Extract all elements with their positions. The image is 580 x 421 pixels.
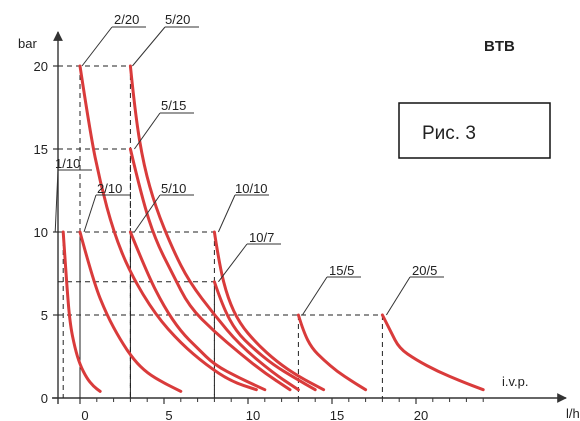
guide-lines <box>58 65 383 398</box>
curve-label: 10/7 <box>249 230 274 245</box>
curve-2-10 <box>78 230 183 393</box>
x-tick-label: 20 <box>414 408 428 421</box>
x-tick-label: 5 <box>165 408 172 421</box>
curve-label: 15/5 <box>329 263 354 278</box>
y-tick-label: 15 <box>34 142 48 157</box>
label-leader <box>54 169 59 233</box>
curve-labels: 1/10 2/10 2/20 5/10 5/15 5/20 10/7 10/10 15/5 20/… <box>54 12 444 316</box>
x-axis-note: i.v.p. <box>502 374 529 389</box>
curve-5-10 <box>128 230 267 392</box>
label-leader <box>301 276 328 316</box>
curve-2-20 <box>78 64 258 392</box>
y-axis-label: bar <box>18 36 37 51</box>
y-tick-label: 0 <box>41 391 48 406</box>
label-leader <box>133 194 161 233</box>
curve-15-5 <box>296 313 368 392</box>
curve-label: 2/20 <box>114 12 139 27</box>
label-leader <box>133 112 161 150</box>
x-tick-label: 15 <box>330 408 344 421</box>
curve-label: 20/5 <box>412 263 437 278</box>
curve-10-10 <box>212 230 326 392</box>
curve-5-15 <box>128 147 292 392</box>
curve-label: 5/15 <box>161 98 186 113</box>
y-tick-label: 20 <box>34 59 48 74</box>
curve-label: 2/10 <box>97 181 122 196</box>
curve-10-7 <box>212 280 317 392</box>
curve-label: 5/20 <box>165 12 190 27</box>
y-tick-label: 5 <box>41 308 48 323</box>
chart-title: BTB <box>484 38 515 55</box>
figure-label-box <box>398 102 551 159</box>
label-leader <box>81 26 113 67</box>
label-leader <box>217 194 236 233</box>
label-leader <box>385 276 411 316</box>
label-leader <box>83 194 97 233</box>
curve-1-10 <box>61 230 102 393</box>
curve-label: 10/10 <box>235 181 268 196</box>
curve-20-5 <box>380 313 485 392</box>
curve-label: 1/10 <box>55 156 80 171</box>
curve-label: 5/10 <box>161 181 186 196</box>
y-tick-label: 10 <box>34 225 48 240</box>
x-tick-label: 0 <box>81 408 88 421</box>
x-tick-label: 10 <box>246 408 260 421</box>
curve-5-20 <box>128 64 300 392</box>
label-leader <box>218 243 248 283</box>
axes: 0 5 10 15 20 0 5 10 15 20 bar l/h i.v.p. <box>18 31 580 421</box>
x-axis-label: l/h <box>566 406 580 421</box>
label-leader <box>132 26 166 67</box>
figure-label: Рис. 3 <box>422 123 476 144</box>
curves <box>61 64 485 393</box>
